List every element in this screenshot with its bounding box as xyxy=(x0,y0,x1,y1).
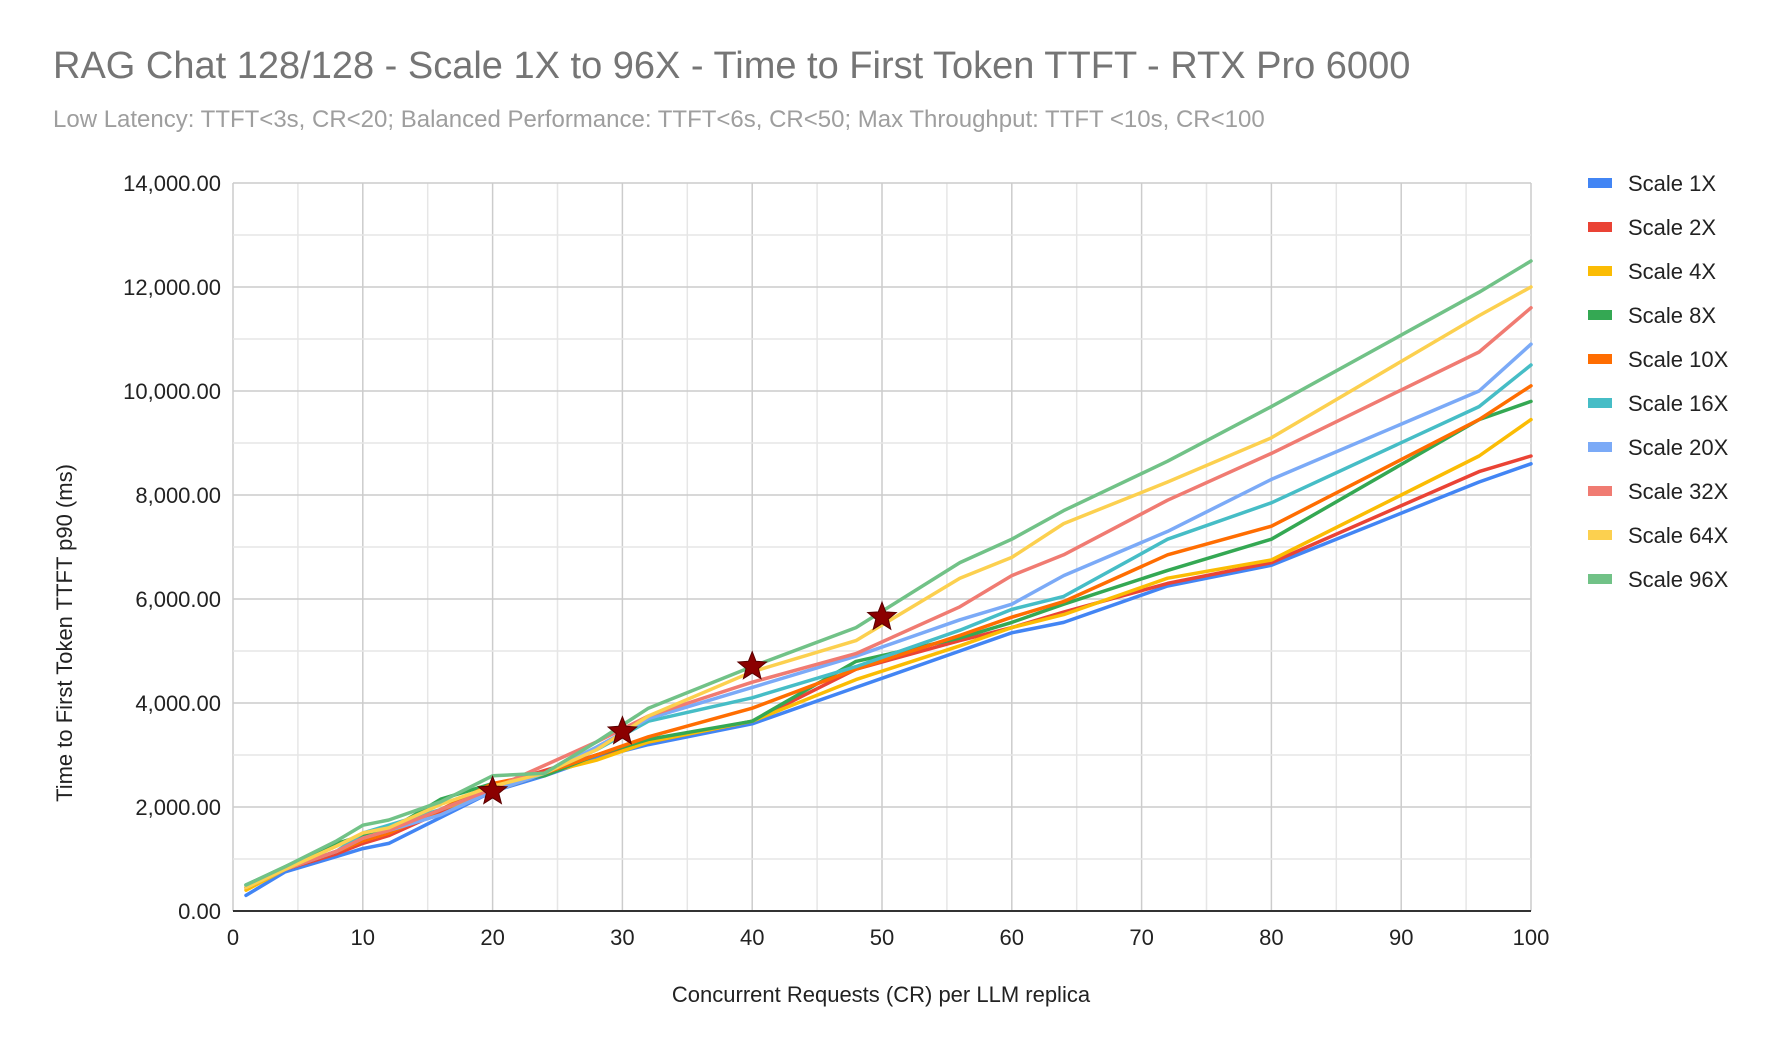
y-tick-label: 10,000.00 xyxy=(123,379,221,404)
y-tick-label: 8,000.00 xyxy=(135,483,221,508)
legend-label: Scale 2X xyxy=(1628,215,1716,240)
x-tick-label: 90 xyxy=(1389,925,1413,950)
legend-label: Scale 16X xyxy=(1628,391,1729,416)
x-tick-label: 40 xyxy=(740,925,764,950)
x-tick-label: 20 xyxy=(480,925,504,950)
legend: Scale 1X Scale 2X Scale 4X Scale 8X Scale 10… xyxy=(1588,171,1729,592)
star-markers xyxy=(476,600,898,805)
star-marker xyxy=(866,600,898,631)
y-tick-label: 6,000.00 xyxy=(135,587,221,612)
star-marker xyxy=(736,650,768,680)
chart-title: RAG Chat 128/128 - Scale 1X to 96X - Tim… xyxy=(53,45,1411,87)
legend-label: Scale 32X xyxy=(1628,479,1729,504)
series-line-scale-8x xyxy=(244,399,1533,887)
star-marker xyxy=(476,775,509,805)
y-tick-label: 4,000.00 xyxy=(135,691,221,716)
legend-swatch xyxy=(1588,486,1612,496)
x-tick-label: 70 xyxy=(1129,925,1153,950)
legend-swatch xyxy=(1588,530,1612,540)
x-tick-label: 50 xyxy=(870,925,894,950)
series-lines xyxy=(244,259,1533,898)
x-axis-label: Concurrent Requests (CR) per LLM replica xyxy=(672,982,1091,1007)
series-line-scale-10x xyxy=(244,384,1533,890)
legend-swatch xyxy=(1588,266,1612,276)
legend-label: Scale 4X xyxy=(1628,259,1716,284)
x-tick-label: 10 xyxy=(351,925,375,950)
series-line-scale-1x xyxy=(244,462,1533,898)
chart-subtitle: Low Latency: TTFT<3s, CR<20; Balanced Pe… xyxy=(53,106,1265,133)
legend-swatch xyxy=(1588,354,1612,364)
legend-swatch xyxy=(1588,310,1612,320)
x-tick-label: 100 xyxy=(1513,925,1550,950)
legend-label: Scale 10X xyxy=(1628,347,1729,372)
legend-label: Scale 8X xyxy=(1628,303,1716,328)
series-line-scale-2x xyxy=(244,454,1533,890)
grid xyxy=(232,182,1532,912)
legend-label: Scale 64X xyxy=(1628,523,1729,548)
y-tick-label: 2,000.00 xyxy=(135,795,221,820)
legend-label: Scale 1X xyxy=(1628,171,1716,196)
legend-swatch xyxy=(1588,442,1612,452)
x-tick-label: 60 xyxy=(1000,925,1024,950)
x-tick-label: 0 xyxy=(227,925,239,950)
legend-swatch xyxy=(1588,222,1612,232)
legend-label: Scale 96X xyxy=(1628,567,1729,592)
star-marker xyxy=(606,715,639,745)
y-tick-label: 14,000.00 xyxy=(123,171,221,196)
legend-swatch xyxy=(1588,398,1612,408)
axes: 0 10 20 30 40 50 60 70 80 90 100 0.00 2,000.00 4,000.… xyxy=(123,171,1549,950)
x-tick-label: 30 xyxy=(610,925,634,950)
y-tick-label: 12,000.00 xyxy=(123,275,221,300)
y-tick-label: 0.00 xyxy=(178,899,221,924)
x-tick-label: 80 xyxy=(1259,925,1283,950)
legend-label: Scale 20X xyxy=(1628,435,1729,460)
legend-swatch xyxy=(1588,574,1612,584)
series-line-scale-64x xyxy=(244,285,1533,890)
legend-swatch xyxy=(1588,178,1612,188)
series-line-scale-96x xyxy=(244,259,1533,887)
y-axis-label: Time to First Token TTFT p90 (ms) xyxy=(52,464,77,802)
